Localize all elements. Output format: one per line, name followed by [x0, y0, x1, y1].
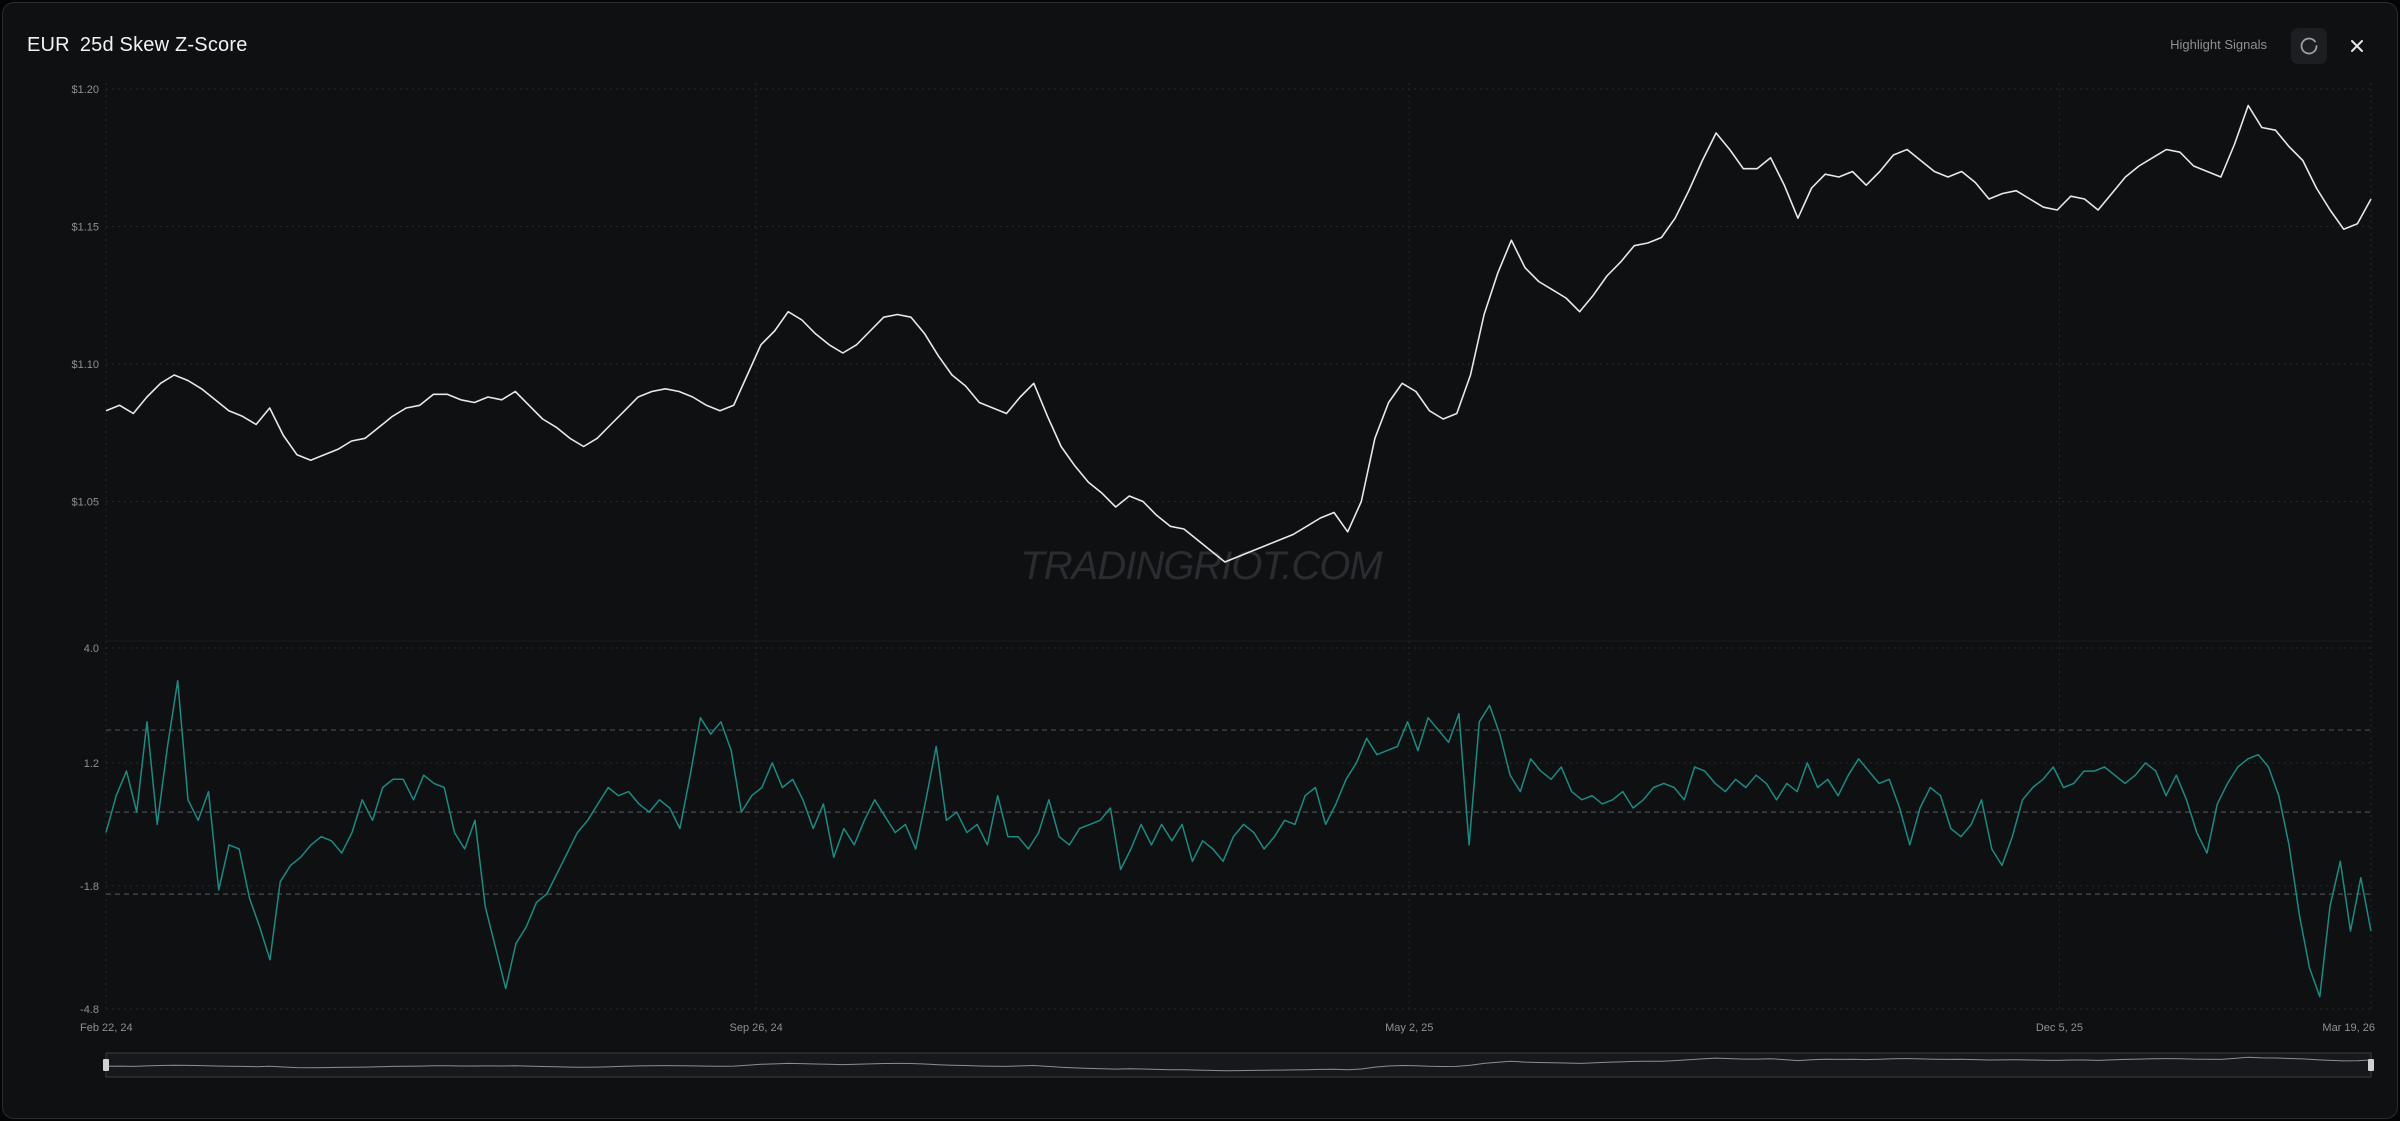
navigator-handle[interactable]: [2368, 1059, 2374, 1071]
refresh-icon: [2300, 37, 2318, 55]
zscore-y-tick: 4.0: [84, 643, 99, 655]
symbol-label: EUR: [27, 34, 70, 56]
price-y-tick: $1.15: [71, 222, 99, 234]
x-axis-tick: Feb 22, 24: [80, 1022, 133, 1034]
price-chart: [105, 104, 2372, 563]
zscore-chart: [105, 680, 2372, 998]
chart-title: 25d Skew Z-Score: [79, 34, 248, 56]
x-axis-tick: Dec 5, 25: [2036, 1022, 2083, 1034]
price-y-tick: $1.20: [71, 84, 99, 96]
zscore-y-tick: -1.8: [80, 881, 99, 893]
refresh-button[interactable]: [2291, 28, 2327, 64]
navigator[interactable]: [103, 1052, 2374, 1078]
watermark: TRADINGRIOT.COM: [1020, 544, 1383, 588]
navigator-line: [105, 1056, 2372, 1072]
x-axis-tick: Sep 26, 24: [730, 1022, 783, 1034]
zscore-y-tick: 1.2: [84, 758, 99, 770]
navigator-window: [105, 1052, 2372, 1078]
price-line: [105, 104, 2372, 563]
price-y-tick: $1.10: [71, 359, 99, 371]
close-button[interactable]: [2339, 28, 2375, 64]
zscore-line: [105, 680, 2372, 998]
x-axis-tick: May 2, 25: [1385, 1022, 1433, 1034]
grid: [105, 83, 2372, 1010]
price-y-tick: $1.05: [71, 497, 99, 509]
navigator-handle[interactable]: [103, 1059, 109, 1071]
highlight-signals-button[interactable]: Highlight Signals: [2170, 37, 2267, 52]
axis-ticks: $1.20 $1.15 $1.10 $1.05 Feb 22, 24 Sep 26, 24…: [71, 84, 2375, 1034]
zscore-y-tick: -4.8: [80, 1004, 99, 1016]
chart-area: TRADINGRIOT.COM $1.20 $1.15 $1.10 $1.05 Feb …: [71, 83, 2375, 1078]
page-title: EUR 25d Skew Z-Score: [27, 34, 248, 57]
x-axis-tick: Mar 19, 26: [2322, 1022, 2375, 1034]
close-icon: [2351, 40, 2363, 52]
